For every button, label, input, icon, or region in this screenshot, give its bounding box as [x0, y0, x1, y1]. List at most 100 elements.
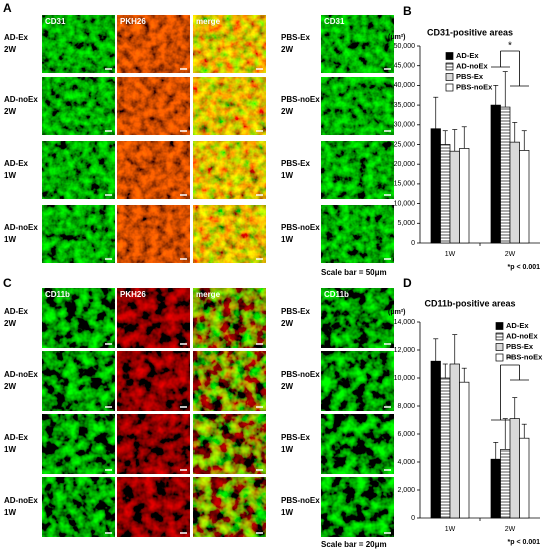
error-bar: [512, 122, 518, 143]
micrograph: [321, 414, 394, 474]
legend-label: PBS-Ex: [506, 342, 534, 351]
y-tick-label: 40,000: [394, 82, 416, 89]
bar: [500, 106, 511, 244]
error-bar: [521, 130, 527, 151]
micrograph: [193, 141, 266, 199]
micrograph: [193, 205, 266, 263]
micrograph: [42, 477, 115, 537]
row-label: AD-noEx: [4, 223, 38, 232]
error-bar: [452, 129, 458, 152]
bar: [440, 144, 451, 244]
column-header: CD11b: [324, 290, 349, 299]
row-label: AD-noEx: [4, 370, 38, 379]
micrograph: [117, 15, 190, 73]
y-tick-label: 10,000: [394, 375, 416, 382]
micrograph: [42, 77, 115, 135]
error-bar: [433, 96, 439, 129]
row-label: 2W: [281, 45, 293, 54]
row-label: 1W: [4, 171, 16, 180]
legend-label: PBS-noEx: [506, 352, 543, 361]
micrograph: [117, 77, 190, 135]
row-label: AD-Ex: [4, 433, 29, 442]
column-header: CD31: [45, 17, 66, 26]
y-tick-label: 20,000: [394, 161, 416, 168]
row-label: 2W: [4, 107, 16, 116]
row-label: PBS-noEx: [281, 370, 320, 379]
column-header: merge: [196, 290, 221, 299]
micrograph: [117, 288, 190, 348]
bar: [490, 104, 501, 244]
legend-swatch: [495, 332, 504, 341]
y-tick-label: 30,000: [394, 122, 416, 129]
row-label: 1W: [4, 445, 16, 454]
micrograph: [321, 205, 394, 263]
error-bar: [512, 397, 518, 419]
micrograph: [321, 141, 394, 199]
chart-title: CD11b-positive areas: [424, 298, 515, 308]
micrograph: [42, 15, 115, 73]
bar: [430, 360, 441, 519]
bar: [509, 418, 520, 519]
legend-swatch: [445, 62, 454, 71]
x-tick-label: 2W: [505, 251, 516, 258]
row-label: 2W: [281, 107, 293, 116]
row-label: 1W: [281, 235, 293, 244]
error-bar: [461, 126, 467, 149]
legend-swatch: [495, 343, 504, 351]
error-bar: [442, 130, 448, 145]
row-label: AD-Ex: [4, 33, 29, 42]
error-bar: [452, 334, 458, 364]
micrograph: [193, 351, 266, 411]
scale-bar-label: Scale bar = 50μm: [321, 268, 387, 277]
micrograph: [321, 477, 394, 537]
y-tick-label: 2,000: [397, 487, 415, 494]
bar: [459, 148, 470, 244]
bar: [430, 128, 441, 244]
scale-bar-label: Scale bar = 20μm: [321, 540, 387, 549]
error-bar: [433, 338, 439, 362]
y-tick-label: 5,000: [397, 220, 415, 227]
row-label: PBS-noEx: [281, 95, 320, 104]
bar: [449, 363, 460, 519]
row-label: PBS-Ex: [281, 433, 310, 442]
error-bar: [502, 71, 508, 108]
y-tick-label: 45,000: [394, 63, 416, 70]
bar: [509, 141, 520, 244]
legend-swatch: [445, 73, 454, 81]
micrograph: [42, 288, 115, 348]
column-header: PKH26: [120, 290, 146, 299]
y-tick-label: 35,000: [394, 102, 416, 109]
column-header: merge: [196, 17, 221, 26]
error-bar: [442, 363, 448, 378]
x-tick-label: 1W: [445, 526, 456, 533]
footnote: *p < 0.001: [508, 264, 541, 271]
x-tick-label: 1W: [445, 251, 456, 258]
error-bar: [493, 442, 499, 460]
legend-swatch: [445, 83, 454, 92]
micrograph: [321, 288, 394, 348]
y-tick-label: 8,000: [397, 403, 415, 410]
micrograph: [321, 77, 394, 135]
y-axis-label: (μm²): [388, 34, 406, 41]
row-label: PBS-Ex: [281, 33, 310, 42]
row-label: PBS-Ex: [281, 307, 310, 316]
panel-label: C: [3, 276, 12, 290]
y-tick-label: 0: [411, 515, 415, 522]
micrograph: [42, 351, 115, 411]
y-tick-label: 12,000: [394, 347, 416, 354]
micrograph: [117, 477, 190, 537]
bar: [459, 381, 470, 519]
footnote: *p < 0.001: [508, 539, 541, 546]
legend-swatch: [495, 353, 504, 362]
chart-title: CD31-positive areas: [427, 27, 513, 37]
row-label: 2W: [281, 319, 293, 328]
y-axis-label: (μm²): [388, 309, 406, 316]
row-label: 2W: [4, 45, 16, 54]
bar: [440, 377, 451, 519]
y-tick-label: 25,000: [394, 141, 416, 148]
column-header: CD31: [324, 17, 345, 26]
legend-label: AD-noEx: [506, 331, 538, 340]
error-bar: [521, 423, 527, 439]
legend-label: AD-noEx: [456, 61, 488, 70]
legend-swatch: [445, 52, 454, 60]
